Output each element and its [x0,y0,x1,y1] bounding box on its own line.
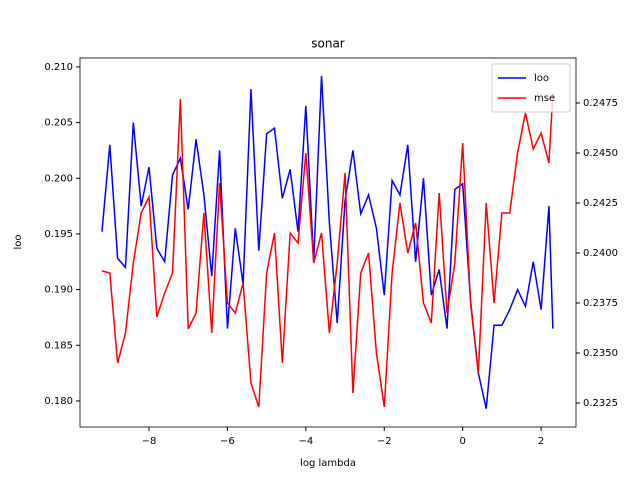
plot-frame [79,57,577,428]
x-tick-label: −4 [298,436,313,447]
y2-tick-label: 0.2350 [583,348,618,359]
x-axis-label: log lambda [300,458,356,469]
x-tick-label: 0 [459,436,465,447]
x-tick-label: −8 [142,436,157,447]
legend-label: loo [534,73,549,84]
y-tick-label: 0.205 [44,118,73,129]
y-tick-label: 0.185 [44,340,73,351]
y2-tick-label: 0.2325 [583,398,618,409]
line-series [101,92,554,408]
y2-tick-label: 0.2400 [583,248,618,259]
x-tick-label: −2 [377,436,392,447]
y2-tick-label: 0.2475 [583,98,618,109]
chart-title: sonar [311,37,345,51]
y-tick-label: 0.190 [44,285,73,296]
legend-label: mse [534,93,555,104]
y2-tick-label: 0.2425 [583,198,618,209]
y-axis-label: loo [13,234,24,249]
x-tick-label: 2 [538,436,544,447]
y-tick-label: 0.180 [44,396,73,407]
y-tick-label: 0.195 [44,229,73,240]
legend-box [491,63,571,113]
y2-tick-label: 0.2450 [583,148,618,159]
y2-tick-label: 0.2375 [583,298,618,309]
y-tick-label: 0.200 [44,173,73,184]
y-tick-label: 0.210 [44,62,73,73]
x-tick-label: −6 [220,436,235,447]
